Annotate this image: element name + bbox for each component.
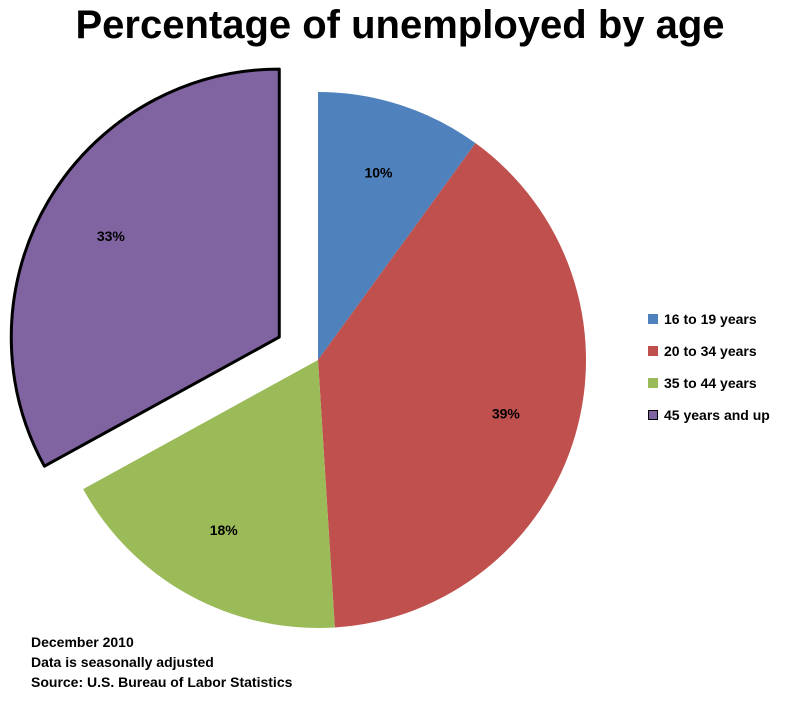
footnote-source: Source: U.S. Bureau of Labor Statistics	[31, 674, 293, 690]
legend-swatch-16-to-19	[648, 314, 658, 324]
pie-slice-45-and-up	[9, 67, 281, 468]
legend-swatch-45-and-up	[648, 410, 658, 420]
legend: 16 to 19 years 20 to 34 years 35 to 44 y…	[648, 303, 798, 431]
pie-label-16-to-19: 10%	[364, 165, 393, 181]
legend-item-16-to-19: 16 to 19 years	[648, 303, 798, 335]
footnote-date: December 2010	[31, 634, 134, 650]
legend-item-35-to-44: 35 to 44 years	[648, 367, 798, 399]
pie-slice-35-to-44	[83, 360, 335, 628]
legend-label-20-to-34: 20 to 34 years	[664, 343, 757, 359]
legend-item-45-and-up: 45 years and up	[648, 399, 798, 431]
pie-slice-16-to-19	[318, 92, 476, 360]
footnote-adjustment: Data is seasonally adjusted	[31, 654, 214, 670]
chart-footnote: December 2010 Data is seasonally adjuste…	[31, 632, 292, 692]
pie-label-45-and-up: 33%	[97, 228, 126, 244]
legend-swatch-20-to-34	[648, 346, 658, 356]
chart-title: Percentage of unemployed by age	[75, 3, 725, 47]
legend-swatch-35-to-44	[648, 378, 658, 388]
legend-item-20-to-34: 20 to 34 years	[648, 335, 798, 367]
legend-label-45-and-up: 45 years and up	[664, 407, 770, 423]
legend-label-16-to-19: 16 to 19 years	[664, 311, 757, 327]
legend-label-35-to-44: 35 to 44 years	[664, 375, 757, 391]
pie-label-35-to-44: 18%	[210, 522, 239, 538]
pie-slice-20-to-34	[318, 143, 587, 628]
pie-label-20-to-34: 39%	[492, 405, 521, 421]
